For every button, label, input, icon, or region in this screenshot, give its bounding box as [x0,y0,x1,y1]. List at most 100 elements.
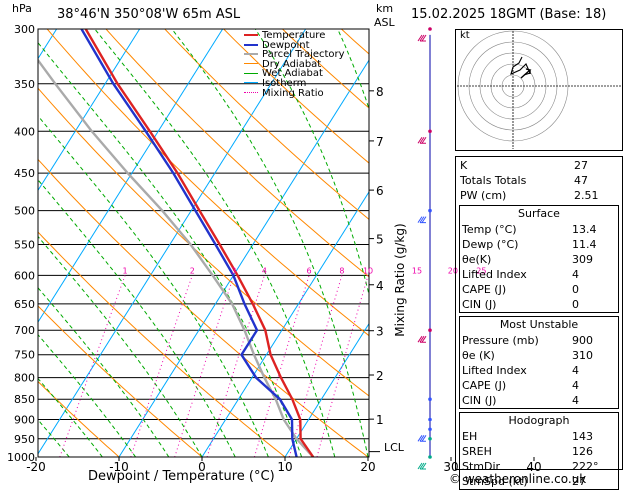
legend-swatch-temperature [244,34,258,36]
mixing-ratio-label: 2 [190,266,195,275]
surface-value: 11.4 [572,237,616,252]
surface-row: θe(K) 309 [460,252,618,267]
unstable-key: CIN (J) [462,393,496,408]
legend-swatch-wet-adiabat [244,73,258,74]
wind-level-dot [428,328,432,332]
hodograph-row: EH 143 [460,429,618,444]
wind-level-dot [428,427,432,431]
wind-level-dot [428,418,432,422]
wind-barb-icon [418,463,426,469]
wind-level-dot [428,397,432,401]
unstable-key: Pressure (mb) [462,333,539,348]
surface-key: CIN (J) [462,297,496,312]
unstable-value: 4 [572,393,616,408]
mixing-ratio-label: 4 [262,266,267,275]
pressure-tick-label: 750 [14,349,35,362]
surface-key: Lifted Index [462,267,527,282]
surface-row: CAPE (J) 0 [460,282,618,297]
height-unit-bottom: ASL [374,16,395,29]
x-axis-label: Dewpoint / Temperature (°C) [88,469,275,484]
pressure-tick-label: 400 [14,125,35,138]
hodograph-value: 222° [572,459,616,474]
index-name: Totals Totals [460,173,526,188]
surface-value: 4 [572,267,616,282]
mixing-ratio-label: 3 [231,266,236,275]
hodograph-key: EH [462,429,477,444]
legend-swatch-isotherm [244,82,258,83]
unstable-key: Lifted Index [462,363,527,378]
index-value: 2.51 [574,188,618,203]
unstable-block: Most Unstable Pressure (mb)900 θe (K)310… [459,316,619,409]
mixing-ratio-label: 8 [339,266,344,275]
datetime-label: 15.02.2025 18GMT (Base: 18) [411,7,606,22]
legend-swatch-parcel [244,53,258,55]
mixing-ratio-line [175,275,234,457]
pressure-tick-label: 500 [14,205,35,218]
legend: Temperature Dewpoint Parcel Trajectory D… [244,31,345,98]
surface-value: 309 [572,252,616,267]
lcl-label: LCL [384,441,404,454]
surface-value: 0 [572,297,616,312]
mixing-ratio-line [60,275,125,457]
pressure-tick-label: 950 [14,433,35,446]
surface-row: Temp (°C) 13.4 [460,222,618,237]
unstable-value: 4 [572,378,616,393]
pressure-tick-label: 850 [14,393,35,406]
index-name: K [460,158,467,173]
km-tick-label: 6 [376,184,384,198]
km-tick-label: 7 [376,135,384,149]
mixing-ratio-line [289,275,342,457]
hodograph-row: StmSpd (kt)27 [460,474,618,489]
unstable-row: Pressure (mb)900 [460,333,618,348]
pressure-tick-label: 800 [14,372,35,385]
mixing-ratio-label: 6 [307,266,312,275]
pressure-tick-label: 900 [14,414,35,427]
mixing-ratio-label: 15 [412,266,422,275]
km-tick-label: 3 [376,325,384,339]
hodograph-value: 143 [572,429,616,444]
temperature-tick-label: 10 [277,460,292,474]
surface-row: CIN (J) 0 [460,297,618,312]
hodograph-panel: kt [455,29,623,151]
surface-value: 0 [572,282,616,297]
unstable-row: CAPE (J) 4 [460,378,618,393]
surface-key: Temp (°C) [462,222,517,237]
unstable-key: CAPE (J) [462,378,506,393]
index-row: PW (cm) 2.51 [456,188,622,203]
km-tick-label: 8 [376,85,384,99]
wind-barb-icon [418,217,426,223]
hodograph-value: 126 [572,444,616,459]
wind-level-dot [428,209,432,213]
pressure-tick-label: 350 [14,78,35,91]
surface-value: 13.4 [572,222,616,237]
surface-key: CAPE (J) [462,282,506,297]
mixing-ratio-axis-label: Mixing Ratio (g/kg) [393,223,407,336]
pressure-tick-label: 700 [14,324,35,337]
hodograph-key: StmDir [462,459,500,474]
wind-level-dot [428,27,432,31]
index-name: PW (cm) [460,188,506,203]
unstable-value: 310 [572,348,616,363]
wet-adiabat [0,29,235,457]
location-label: 38°46'N 350°08'W 65m ASL [57,7,240,22]
hodograph-row: StmDir 222° [460,459,618,474]
legend-label: Mixing Ratio [262,88,324,99]
km-tick-label: 4 [376,279,384,293]
hodograph-value: 27 [572,474,616,489]
pressure-tick-label: 550 [14,238,35,251]
surface-block: Surface Temp (°C)13.4 Dewp (°C)11.4 θe(K… [459,205,619,313]
surface-key: θe(K) [462,252,491,267]
wind-barb-icon [418,35,426,41]
surface-row: Lifted Index 4 [460,267,618,282]
pressure-tick-label: 450 [14,167,35,180]
wind-level-dot [428,129,432,133]
mixing-ratio-label: 1 [123,266,128,275]
height-unit-top: km [376,2,393,15]
legend-swatch-dry-adiabat [244,63,258,64]
